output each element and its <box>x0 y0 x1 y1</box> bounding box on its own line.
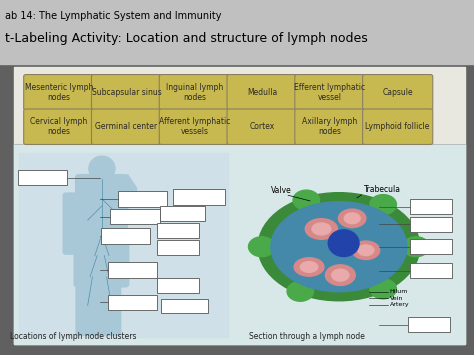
Bar <box>0 0 474 64</box>
Text: Trabecula: Trabecula <box>364 185 401 194</box>
Ellipse shape <box>301 262 318 272</box>
FancyBboxPatch shape <box>101 228 150 244</box>
Ellipse shape <box>352 241 380 260</box>
FancyBboxPatch shape <box>91 109 162 144</box>
FancyBboxPatch shape <box>156 223 199 238</box>
Text: Artery: Artery <box>390 302 409 307</box>
Bar <box>14 67 465 344</box>
FancyBboxPatch shape <box>295 109 365 144</box>
FancyBboxPatch shape <box>118 191 167 207</box>
Bar <box>19 153 228 337</box>
Text: Capsule: Capsule <box>383 88 413 97</box>
Ellipse shape <box>338 209 366 228</box>
Text: Mesenteric lymph
nodes: Mesenteric lymph nodes <box>25 83 93 102</box>
Circle shape <box>248 237 275 257</box>
Text: Medulla: Medulla <box>247 88 277 97</box>
Bar <box>14 144 465 344</box>
Text: Afferent lymphatic
vessels: Afferent lymphatic vessels <box>159 117 230 136</box>
FancyBboxPatch shape <box>108 295 157 310</box>
FancyBboxPatch shape <box>73 227 129 288</box>
Text: Section through a lymph node: Section through a lymph node <box>249 332 365 341</box>
Ellipse shape <box>271 202 407 292</box>
FancyBboxPatch shape <box>227 75 297 110</box>
Text: Germinal center: Germinal center <box>95 122 158 131</box>
FancyBboxPatch shape <box>295 75 365 110</box>
Ellipse shape <box>328 230 359 256</box>
Circle shape <box>370 195 396 214</box>
FancyBboxPatch shape <box>363 109 433 144</box>
Bar <box>96 173 107 182</box>
FancyBboxPatch shape <box>410 263 452 278</box>
Ellipse shape <box>258 193 419 301</box>
Circle shape <box>370 279 396 299</box>
Circle shape <box>293 190 319 210</box>
FancyBboxPatch shape <box>363 75 433 110</box>
FancyBboxPatch shape <box>160 206 205 221</box>
Text: t-Labeling Activity: Location and structure of lymph nodes: t-Labeling Activity: Location and struct… <box>5 32 367 45</box>
Ellipse shape <box>358 245 374 256</box>
FancyBboxPatch shape <box>110 209 160 224</box>
Text: Inguinal lymph
nodes: Inguinal lymph nodes <box>166 83 223 102</box>
Ellipse shape <box>312 223 331 235</box>
FancyBboxPatch shape <box>63 192 83 255</box>
FancyBboxPatch shape <box>159 109 229 144</box>
FancyBboxPatch shape <box>161 299 209 313</box>
FancyBboxPatch shape <box>410 239 452 254</box>
Circle shape <box>287 282 314 301</box>
FancyBboxPatch shape <box>408 317 450 332</box>
FancyBboxPatch shape <box>91 75 162 110</box>
FancyBboxPatch shape <box>156 240 199 255</box>
FancyBboxPatch shape <box>18 170 67 185</box>
Ellipse shape <box>332 269 349 281</box>
FancyBboxPatch shape <box>24 109 94 144</box>
Text: Efferent lymphatic
vessel: Efferent lymphatic vessel <box>294 83 365 102</box>
Text: Locations of lymph node clusters: Locations of lymph node clusters <box>10 332 137 341</box>
Ellipse shape <box>89 156 115 181</box>
Ellipse shape <box>325 265 355 285</box>
FancyBboxPatch shape <box>24 75 94 110</box>
Text: Hilum: Hilum <box>390 289 408 294</box>
FancyBboxPatch shape <box>173 189 225 205</box>
Text: Subcapsular sinus: Subcapsular sinus <box>91 88 162 97</box>
FancyBboxPatch shape <box>227 109 297 144</box>
Text: ab 14: The Lymphatic System and Immunity: ab 14: The Lymphatic System and Immunity <box>5 11 221 21</box>
FancyBboxPatch shape <box>97 277 121 336</box>
Circle shape <box>403 237 429 257</box>
Ellipse shape <box>294 258 324 276</box>
FancyBboxPatch shape <box>410 217 452 232</box>
FancyBboxPatch shape <box>156 278 199 293</box>
Text: Cortex: Cortex <box>249 122 275 131</box>
Polygon shape <box>118 174 137 209</box>
Text: Cervical lymph
nodes: Cervical lymph nodes <box>30 117 87 136</box>
FancyBboxPatch shape <box>75 277 100 336</box>
FancyBboxPatch shape <box>410 199 452 214</box>
Text: Axillary lymph
nodes: Axillary lymph nodes <box>302 117 357 136</box>
Ellipse shape <box>305 219 337 239</box>
FancyBboxPatch shape <box>159 75 229 110</box>
FancyBboxPatch shape <box>108 262 157 278</box>
Text: Lymphoid follicle: Lymphoid follicle <box>365 122 430 131</box>
Text: Vein: Vein <box>390 296 403 301</box>
FancyBboxPatch shape <box>75 174 128 238</box>
Ellipse shape <box>344 213 360 224</box>
Text: Valve: Valve <box>271 186 292 196</box>
